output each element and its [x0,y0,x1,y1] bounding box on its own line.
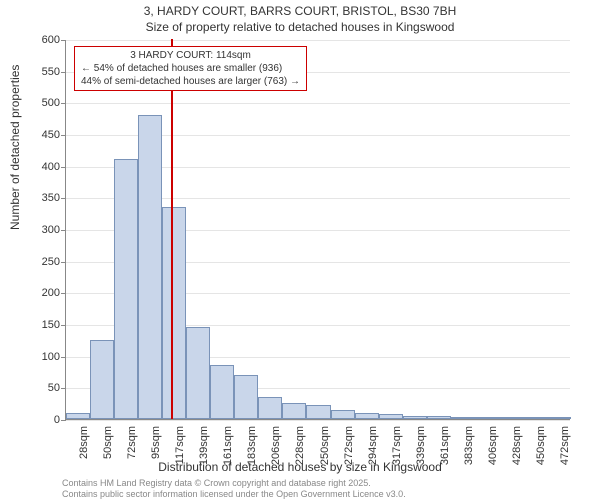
histogram-bar [90,340,114,419]
plot-area: 05010015020025030035040045050055060028sq… [65,40,570,420]
footer-line2: Contains public sector information licen… [62,489,406,499]
y-tick-label: 300 [20,224,60,236]
annotation-box: 3 HARDY COURT: 114sqm← 54% of detached h… [74,46,307,91]
y-tick-label: 200 [20,287,60,299]
y-tick-mark [61,198,66,199]
y-tick-label: 0 [20,414,60,426]
chart-title-line2: Size of property relative to detached ho… [0,20,600,34]
histogram-bar [523,417,547,419]
gridline [66,420,570,421]
y-tick-mark [61,135,66,136]
y-tick-label: 500 [20,97,60,109]
y-tick-label: 100 [20,351,60,363]
y-tick-mark [61,103,66,104]
y-tick-label: 600 [20,34,60,46]
y-tick-label: 50 [20,382,60,394]
histogram-bar [306,405,330,419]
footer-line1: Contains HM Land Registry data © Crown c… [62,478,371,488]
histogram-bar [114,159,138,419]
histogram-bar [186,327,210,419]
histogram-bar [547,417,571,419]
y-tick-mark [61,72,66,73]
histogram-bar [258,397,282,419]
y-tick-mark [61,420,66,421]
histogram-bar [451,417,475,419]
y-tick-mark [61,40,66,41]
histogram-bar [138,115,162,419]
y-tick-mark [61,293,66,294]
histogram-bar [499,417,523,419]
annotation-line3: 44% of semi-detached houses are larger (… [81,75,300,88]
gridline [66,103,570,104]
y-tick-label: 450 [20,129,60,141]
chart-title-line1: 3, HARDY COURT, BARRS COURT, BRISTOL, BS… [0,4,600,18]
histogram-bar [379,414,403,419]
y-tick-label: 150 [20,319,60,331]
y-tick-mark [61,230,66,231]
y-tick-label: 400 [20,161,60,173]
histogram-bar [66,413,90,419]
y-tick-label: 350 [20,192,60,204]
x-axis-label: Distribution of detached houses by size … [0,460,600,474]
y-tick-mark [61,357,66,358]
y-tick-mark [61,325,66,326]
annotation-line2: ← 54% of detached houses are smaller (93… [81,62,300,75]
histogram-bar [210,365,234,419]
histogram-bar [234,375,258,419]
histogram-bar [427,416,451,419]
histogram-bar [403,416,427,419]
histogram-bar [475,417,499,419]
y-tick-mark [61,262,66,263]
annotation-line1: 3 HARDY COURT: 114sqm [81,49,300,62]
histogram-bar [331,410,355,420]
gridline [66,40,570,41]
y-tick-mark [61,388,66,389]
y-tick-label: 250 [20,256,60,268]
y-tick-label: 550 [20,66,60,78]
y-axis-label: Number of detached properties [8,65,22,230]
chart-container: 05010015020025030035040045050055060028sq… [65,40,570,420]
histogram-bar [282,403,306,419]
marker-line [171,39,173,419]
histogram-bar [162,207,186,419]
histogram-bar [355,413,379,419]
y-tick-mark [61,167,66,168]
